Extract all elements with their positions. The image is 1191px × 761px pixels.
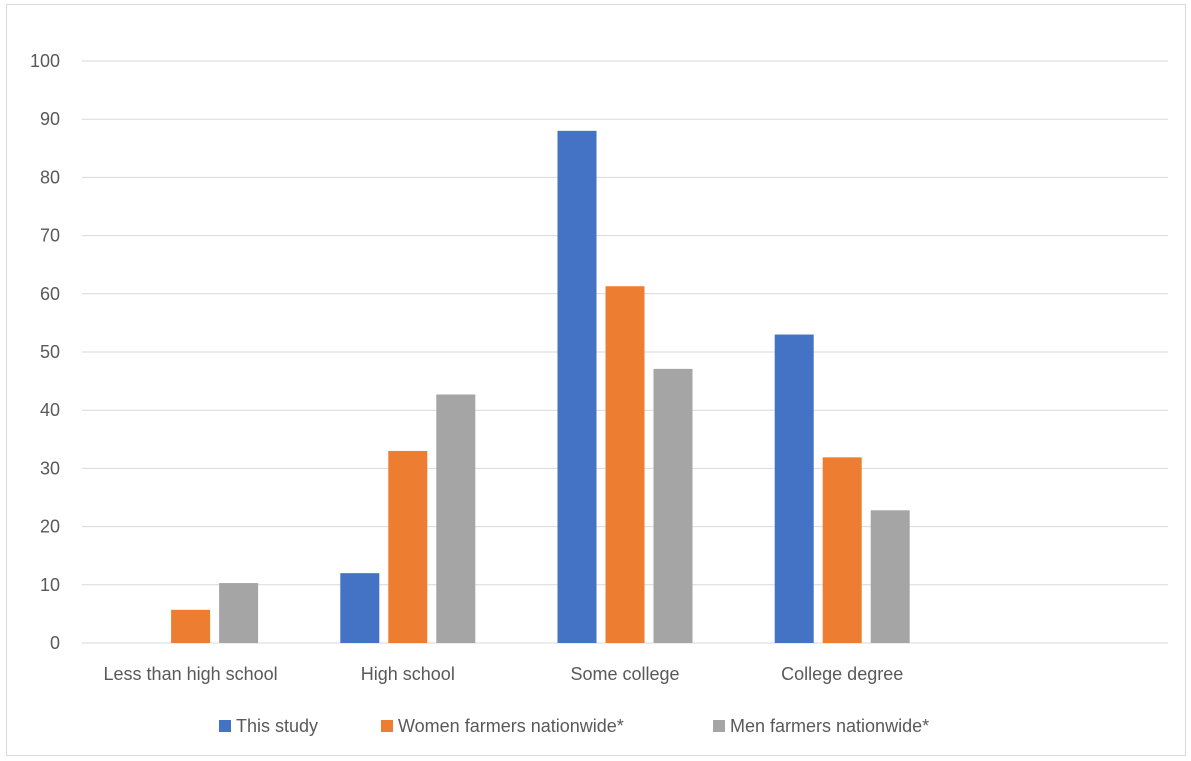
bar	[605, 286, 645, 643]
bar	[340, 573, 380, 643]
x-category-label: Less than high school	[104, 664, 278, 684]
legend-swatch	[713, 720, 725, 732]
bar	[436, 394, 476, 643]
y-axis-tick-labels: 0 10 20 30 40 50 60 70 80 90 100	[30, 51, 60, 653]
x-category-label: Some college	[570, 664, 679, 684]
y-tick-label: 70	[40, 226, 60, 246]
y-tick-label: 0	[50, 633, 60, 653]
legend-label: This study	[236, 716, 318, 736]
x-axis-category-labels: Less than high school High school Some col…	[104, 664, 904, 684]
y-tick-label: 90	[40, 109, 60, 129]
y-tick-label: 40	[40, 400, 60, 420]
y-tick-label: 50	[40, 342, 60, 362]
y-tick-label: 60	[40, 284, 60, 304]
y-tick-label: 10	[40, 575, 60, 595]
bar	[822, 457, 862, 643]
x-category-label: High school	[361, 664, 455, 684]
bar	[388, 450, 428, 643]
y-tick-label: 20	[40, 517, 60, 537]
y-tick-label: 30	[40, 458, 60, 478]
bar	[653, 368, 693, 643]
legend-swatch	[381, 720, 393, 732]
bar	[774, 334, 814, 643]
bar	[557, 130, 597, 644]
x-category-label: College degree	[781, 664, 903, 684]
gridlines	[82, 60, 1168, 644]
bar	[870, 510, 910, 643]
bar	[171, 609, 211, 643]
bars	[171, 130, 910, 644]
legend-label: Women farmers nationwide*	[398, 716, 624, 736]
bar	[219, 583, 259, 643]
legend-label: Men farmers nationwide*	[730, 716, 929, 736]
y-tick-label: 100	[30, 51, 60, 71]
y-tick-label: 80	[40, 167, 60, 187]
legend-swatch	[219, 720, 231, 732]
legend: This study Women farmers nationwide* Men f…	[219, 716, 929, 736]
